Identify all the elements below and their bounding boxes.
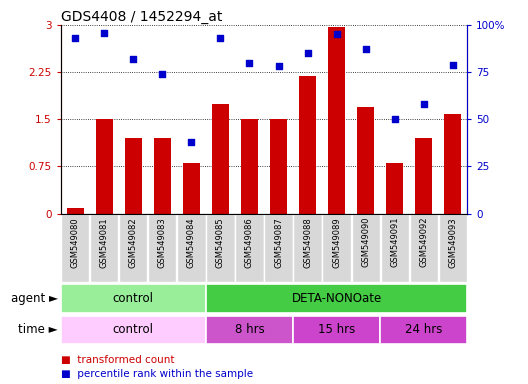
Bar — [183, 163, 200, 214]
Text: time ►: time ► — [18, 323, 58, 336]
FancyBboxPatch shape — [119, 214, 147, 282]
Bar — [357, 107, 374, 214]
Point — [361, 46, 370, 53]
Point — [275, 63, 283, 70]
Text: GSM549092: GSM549092 — [419, 217, 428, 268]
Text: ■  transformed count: ■ transformed count — [61, 355, 174, 365]
FancyBboxPatch shape — [206, 214, 234, 282]
Bar — [125, 138, 142, 214]
FancyBboxPatch shape — [439, 214, 467, 282]
Text: GSM549089: GSM549089 — [332, 217, 341, 268]
FancyBboxPatch shape — [265, 214, 293, 282]
Bar — [96, 119, 113, 214]
FancyBboxPatch shape — [410, 214, 438, 282]
Point — [333, 31, 341, 38]
Bar — [212, 104, 229, 214]
Bar — [67, 209, 84, 214]
FancyBboxPatch shape — [148, 214, 176, 282]
Text: GSM549086: GSM549086 — [245, 217, 254, 268]
Text: agent ►: agent ► — [11, 292, 58, 305]
Bar — [328, 27, 345, 214]
FancyBboxPatch shape — [293, 316, 380, 344]
Bar — [444, 114, 461, 214]
Text: GSM549081: GSM549081 — [100, 217, 109, 268]
FancyBboxPatch shape — [380, 316, 467, 344]
Bar — [154, 138, 171, 214]
Bar — [241, 119, 258, 214]
FancyBboxPatch shape — [61, 284, 206, 313]
Bar — [299, 76, 316, 214]
Text: GSM549091: GSM549091 — [390, 217, 399, 268]
Text: ■  percentile rank within the sample: ■ percentile rank within the sample — [61, 369, 253, 379]
Text: 15 hrs: 15 hrs — [318, 323, 355, 336]
FancyBboxPatch shape — [235, 214, 263, 282]
Text: GSM549090: GSM549090 — [361, 217, 370, 268]
Text: control: control — [113, 292, 154, 305]
Point — [129, 56, 138, 62]
Text: GDS4408 / 1452294_at: GDS4408 / 1452294_at — [61, 10, 222, 24]
Text: control: control — [113, 323, 154, 336]
Text: GSM549085: GSM549085 — [216, 217, 225, 268]
Text: 24 hrs: 24 hrs — [405, 323, 442, 336]
Point — [391, 116, 399, 122]
Bar — [415, 138, 432, 214]
Bar — [386, 163, 403, 214]
FancyBboxPatch shape — [177, 214, 205, 282]
FancyBboxPatch shape — [90, 214, 118, 282]
FancyBboxPatch shape — [352, 214, 380, 282]
Point — [216, 35, 225, 41]
Text: GSM549080: GSM549080 — [71, 217, 80, 268]
Point — [420, 101, 428, 107]
Point — [303, 50, 312, 56]
Bar — [270, 119, 287, 214]
Point — [100, 30, 109, 36]
FancyBboxPatch shape — [381, 214, 409, 282]
FancyBboxPatch shape — [323, 214, 351, 282]
Point — [158, 71, 167, 77]
Text: GSM549083: GSM549083 — [158, 217, 167, 268]
Point — [245, 60, 254, 66]
Text: GSM549093: GSM549093 — [448, 217, 457, 268]
FancyBboxPatch shape — [61, 316, 206, 344]
Text: GSM549082: GSM549082 — [129, 217, 138, 268]
Text: GSM549088: GSM549088 — [303, 217, 312, 268]
Text: GSM549084: GSM549084 — [187, 217, 196, 268]
FancyBboxPatch shape — [206, 284, 467, 313]
Point — [187, 139, 196, 145]
FancyBboxPatch shape — [294, 214, 322, 282]
Text: GSM549087: GSM549087 — [274, 217, 283, 268]
Text: DETA-NONOate: DETA-NONOate — [291, 292, 382, 305]
Text: 8 hrs: 8 hrs — [234, 323, 265, 336]
FancyBboxPatch shape — [61, 214, 89, 282]
Point — [449, 61, 457, 68]
FancyBboxPatch shape — [206, 316, 293, 344]
Point — [71, 35, 80, 41]
